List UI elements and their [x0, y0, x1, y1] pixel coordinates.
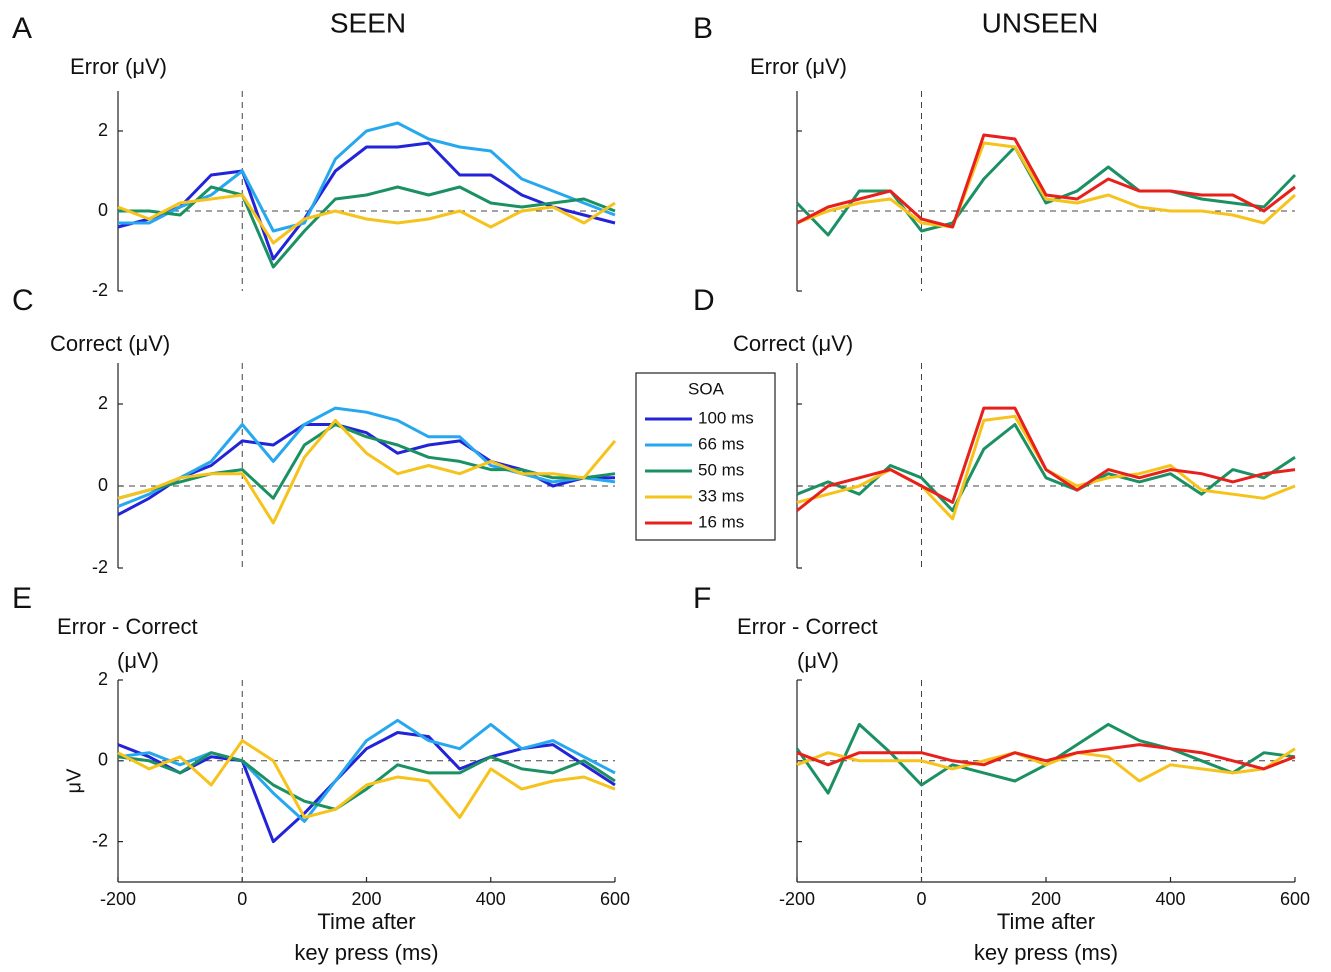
y-tick-label: 0 [98, 475, 108, 495]
y-axis-label: μV [63, 768, 85, 794]
x-axis-label: key press (ms) [294, 940, 438, 965]
series-line [117, 739, 616, 819]
x-axis-label: Time after [317, 909, 415, 934]
panel-title: Error (μV) [70, 54, 167, 79]
y-tick-label: 0 [98, 750, 108, 770]
x-tick-label: 200 [351, 889, 381, 909]
y-tick-label: -2 [92, 557, 108, 577]
column-header: SEEN [330, 7, 406, 38]
legend-label: 100 ms [698, 408, 754, 427]
legend-box [635, 372, 776, 541]
legend-title: SOA [688, 379, 725, 398]
x-tick-label: 0 [237, 889, 247, 909]
series-line [796, 133, 1296, 229]
y-tick-label: 2 [98, 393, 108, 413]
panel-letter: B [693, 12, 713, 45]
series-line [118, 121, 616, 233]
x-tick-label: -200 [100, 889, 136, 909]
panel-title: (μV) [797, 648, 839, 673]
series-line [117, 193, 616, 245]
x-axis-label: Time after [997, 909, 1095, 934]
legend-label: 33 ms [698, 486, 744, 505]
legend-label: 16 ms [698, 512, 744, 531]
y-tick-label: 2 [98, 120, 108, 140]
panel-letter: F [693, 582, 711, 615]
series-line [117, 141, 616, 261]
panel-title: Correct (μV) [50, 331, 170, 356]
panel-title: Error (μV) [750, 54, 847, 79]
legend-label: 66 ms [698, 434, 744, 453]
series-line [117, 423, 616, 500]
panel-letter: E [12, 582, 32, 615]
panel-letter: A [12, 12, 32, 45]
x-tick-label: 400 [476, 889, 506, 909]
series-line [796, 743, 1296, 771]
series-line [795, 145, 1297, 237]
x-tick-label: 600 [600, 889, 630, 909]
panel-title: (μV) [117, 648, 159, 673]
y-tick-label: -2 [92, 830, 108, 850]
x-tick-label: 0 [916, 889, 926, 909]
x-tick-label: -200 [779, 889, 815, 909]
panel-title: Error - Correct [737, 614, 878, 639]
series-line [796, 747, 1296, 783]
series-line [117, 718, 616, 823]
series-line [796, 406, 1296, 512]
x-tick-label: 200 [1031, 889, 1061, 909]
y-tick-label: 2 [98, 669, 108, 689]
panel-title: Error - Correct [57, 614, 198, 639]
panel-letter: C [12, 284, 34, 317]
series-line [117, 731, 616, 844]
series-line [117, 406, 616, 508]
column-header: UNSEEN [982, 7, 1099, 38]
y-tick-label: -2 [92, 280, 108, 300]
series-line [796, 141, 1297, 229]
series-line [117, 418, 617, 525]
series-line [118, 185, 616, 269]
x-tick-label: 600 [1280, 889, 1310, 909]
series-line [117, 751, 616, 811]
panel-title: Correct (μV) [733, 331, 853, 356]
panel-letter: D [693, 284, 715, 317]
x-tick-label: 400 [1155, 889, 1185, 909]
x-axis-label: key press (ms) [974, 940, 1118, 965]
y-tick-label: 0 [98, 200, 108, 220]
legend-label: 50 ms [698, 460, 744, 479]
